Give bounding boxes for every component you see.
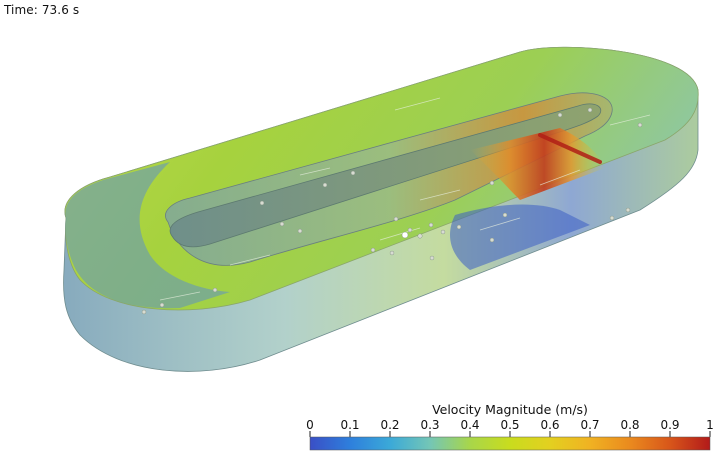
tick-label: 0.8 xyxy=(620,418,640,432)
tick-label: 0.7 xyxy=(580,418,600,432)
time-annotation: Time: 73.6 s xyxy=(4,3,80,17)
central-island xyxy=(169,103,602,248)
tick-label: 0 xyxy=(306,418,314,432)
tank-model xyxy=(63,46,699,372)
tick-label: 0.3 xyxy=(420,418,440,432)
colorbar-tick-labels: 0 0.1 0.2 0.3 0.4 0.5 0.6 0.7 0.8 0.9 1 xyxy=(300,418,720,432)
tick-label: 0.6 xyxy=(540,418,560,432)
tick-label: 0.2 xyxy=(380,418,400,432)
tick-label: 0.5 xyxy=(500,418,520,432)
high-velocity-zone xyxy=(470,128,605,200)
tick-label: 0.9 xyxy=(660,418,680,432)
streamlines xyxy=(159,97,651,301)
bottom-low-velocity-zone xyxy=(450,204,590,270)
colorbar-legend: Velocity Magnitude (m/s) 0 0.1 0.2 0.3 0… xyxy=(300,400,720,453)
tick-label: 0.4 xyxy=(460,418,480,432)
left-low-velocity-zone xyxy=(65,162,230,309)
tracer-particles xyxy=(141,107,643,315)
colorbar-tick-marks xyxy=(309,431,711,437)
render-viewport[interactable] xyxy=(0,0,720,400)
tick-label: 0.1 xyxy=(340,418,360,432)
tick-label: 1 xyxy=(706,418,714,432)
colorbar-title: Velocity Magnitude (m/s) xyxy=(432,402,588,417)
peak-velocity-streak xyxy=(538,133,602,164)
colorbar-bar xyxy=(309,436,711,451)
colorbar-gradient xyxy=(309,431,711,451)
